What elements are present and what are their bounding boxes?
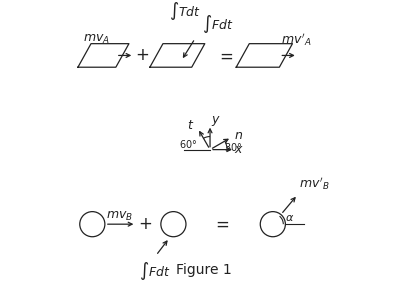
Text: $+$: $+$ [138,215,152,233]
Text: $60°$: $60°$ [179,138,197,150]
Text: $mv_A$: $mv_A$ [83,33,110,46]
Text: Figure 1: Figure 1 [176,263,231,276]
Text: $\alpha$: $\alpha$ [285,213,295,223]
Text: $30°$: $30°$ [223,141,242,153]
Text: $y$: $y$ [210,114,221,128]
Text: $\int Fdt$: $\int Fdt$ [202,13,233,34]
Text: $+$: $+$ [135,46,149,65]
Text: $mv_B$: $mv_B$ [106,210,133,223]
Text: $mv'_B$: $mv'_B$ [299,176,330,192]
Text: $n$: $n$ [234,129,243,141]
Text: $mv'_A$: $mv'_A$ [281,32,312,48]
Text: $\int Tdt$: $\int Tdt$ [169,0,201,22]
Text: $t$: $t$ [187,119,195,132]
Text: $x$: $x$ [234,143,244,156]
Text: $=$: $=$ [216,46,234,65]
Text: $=$: $=$ [212,215,229,233]
Text: $\int Fdt$: $\int Fdt$ [139,260,171,282]
